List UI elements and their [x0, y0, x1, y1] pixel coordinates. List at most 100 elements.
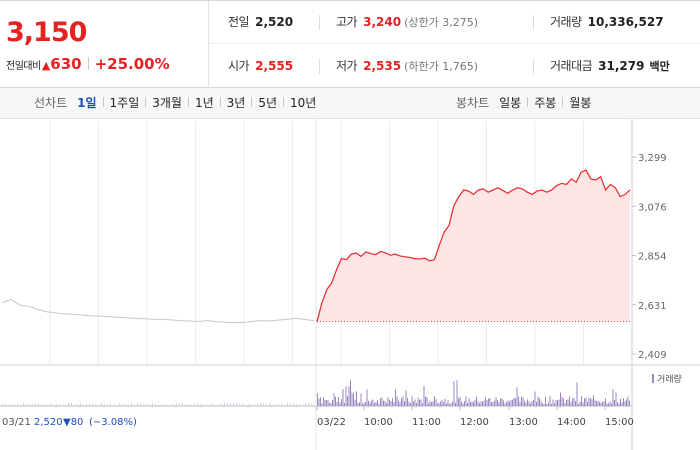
volume-bar: [431, 402, 432, 406]
volume-bar: [375, 401, 377, 406]
volume-bar: [131, 403, 132, 406]
volume-bar: [405, 390, 407, 406]
volume-bar: [588, 397, 590, 406]
stat-value: 2,555: [255, 59, 294, 73]
volume-bar: [399, 402, 401, 406]
volume-bar: [624, 401, 626, 406]
stat-label: 고가: [336, 15, 358, 29]
period-line_periods-1[interactable]: 1주일: [109, 96, 140, 110]
volume-bar: [513, 397, 515, 406]
volume-bar: [561, 396, 563, 406]
y-tick-label: 2,631: [638, 301, 667, 312]
volume-bar: [546, 403, 548, 406]
price-area: [317, 170, 630, 323]
volume-bar: [423, 385, 425, 406]
volume-bar: [489, 398, 491, 406]
chart-period-toolbar: 선차트 1일 1주일 3개월 1년 3년 5년 10년 봉차트 일봉 주봉 월봉: [0, 88, 700, 119]
volume-bar: [480, 401, 482, 406]
period-line_periods-4[interactable]: 3년: [226, 96, 246, 110]
stat-value: 31,279: [598, 59, 645, 73]
period-line_periods-6[interactable]: 10년: [290, 96, 317, 110]
volume-bar: [359, 402, 360, 406]
volume-bar: [357, 402, 359, 406]
volume-bar: [576, 382, 578, 406]
volume-bar: [621, 402, 623, 406]
period-line_periods-3[interactable]: 1년: [194, 96, 214, 110]
volume-bar: [363, 402, 365, 406]
change-label: 전일대비: [6, 61, 41, 72]
volume-bar: [557, 400, 558, 406]
volume-bar: [494, 400, 495, 406]
volume-bar: [581, 396, 582, 406]
volume-bar: [348, 386, 350, 406]
volume-bar: [134, 404, 135, 406]
volume-bar: [455, 402, 456, 406]
volume-bar: [68, 403, 69, 406]
volume-bar: [53, 404, 54, 406]
up-triangle-icon: ▲: [41, 59, 51, 72]
volume-bar: [119, 403, 120, 406]
volume-bar: [215, 404, 216, 406]
volume-bar: [98, 404, 99, 406]
volume-bar: [518, 396, 519, 406]
volume-bar: [173, 404, 174, 406]
volume-bar: [29, 404, 30, 406]
volume-bar: [92, 403, 93, 406]
volume-bar: [464, 401, 465, 406]
volume-bar: [570, 402, 572, 406]
volume-bar: [50, 403, 51, 406]
period-line_periods-0[interactable]: 1일: [77, 96, 97, 110]
volume-bar: [227, 403, 228, 406]
upper-limit: (상한가 3,275): [404, 16, 478, 29]
divider: [533, 59, 534, 74]
change-value: 630: [50, 55, 82, 73]
volume-bar: [467, 402, 468, 406]
volume-bar: [479, 402, 480, 406]
volume-bar: [530, 403, 531, 406]
period-candle_periods-0[interactable]: 일봉: [499, 96, 522, 110]
volume-bar: [413, 401, 414, 406]
volume-bar: [626, 399, 627, 406]
volume-bar: [440, 401, 441, 406]
volume-bar: [485, 397, 486, 406]
stat-label: 전일: [228, 15, 250, 29]
prev-day-date: 03/21: [2, 417, 31, 428]
period-candle_periods-2[interactable]: 월봉: [569, 96, 592, 110]
divider: [87, 57, 89, 70]
period-candle_periods-1[interactable]: 주봉: [534, 96, 557, 110]
volume-bar: [446, 403, 447, 406]
volume-bar: [330, 403, 332, 406]
volume-bar: [519, 401, 521, 406]
x-tick-label: 11:00: [412, 417, 441, 428]
volume-bar: [474, 399, 476, 406]
volume-bar: [86, 404, 87, 406]
volume-bar: [542, 403, 543, 406]
volume-bar: [95, 404, 96, 406]
volume-bar: [113, 404, 114, 406]
volume-bar: [492, 401, 494, 406]
volume-bar: [338, 396, 339, 406]
volume-bar: [80, 403, 81, 406]
volume-bar: [284, 404, 285, 406]
candle-chart-periods: 봉차트 일봉 주봉 월봉: [456, 88, 591, 119]
volume-bar: [593, 395, 594, 406]
volume-bar: [212, 403, 213, 406]
volume-bar: [17, 403, 18, 406]
stat-label: 시가: [228, 59, 250, 73]
stat-amount: 거래대금 31,279 백만: [550, 45, 670, 88]
volume-bar: [161, 404, 162, 406]
volume-bar: [188, 404, 189, 406]
volume-bar: [128, 404, 129, 406]
volume-bar: [230, 403, 231, 406]
volume-bar: [465, 396, 467, 406]
volume-bar: [410, 402, 411, 406]
volume-bar: [551, 403, 552, 406]
volume-bar: [44, 404, 45, 406]
period-line_periods-5[interactable]: 5년: [258, 96, 278, 110]
stat-label: 거래대금: [550, 59, 593, 73]
period-line_periods-2[interactable]: 3개월: [152, 96, 182, 110]
volume-bar: [218, 404, 219, 406]
volume-bar: [369, 402, 371, 406]
price-lines: [1, 169, 631, 324]
x-tick-label: 13:00: [509, 417, 538, 428]
